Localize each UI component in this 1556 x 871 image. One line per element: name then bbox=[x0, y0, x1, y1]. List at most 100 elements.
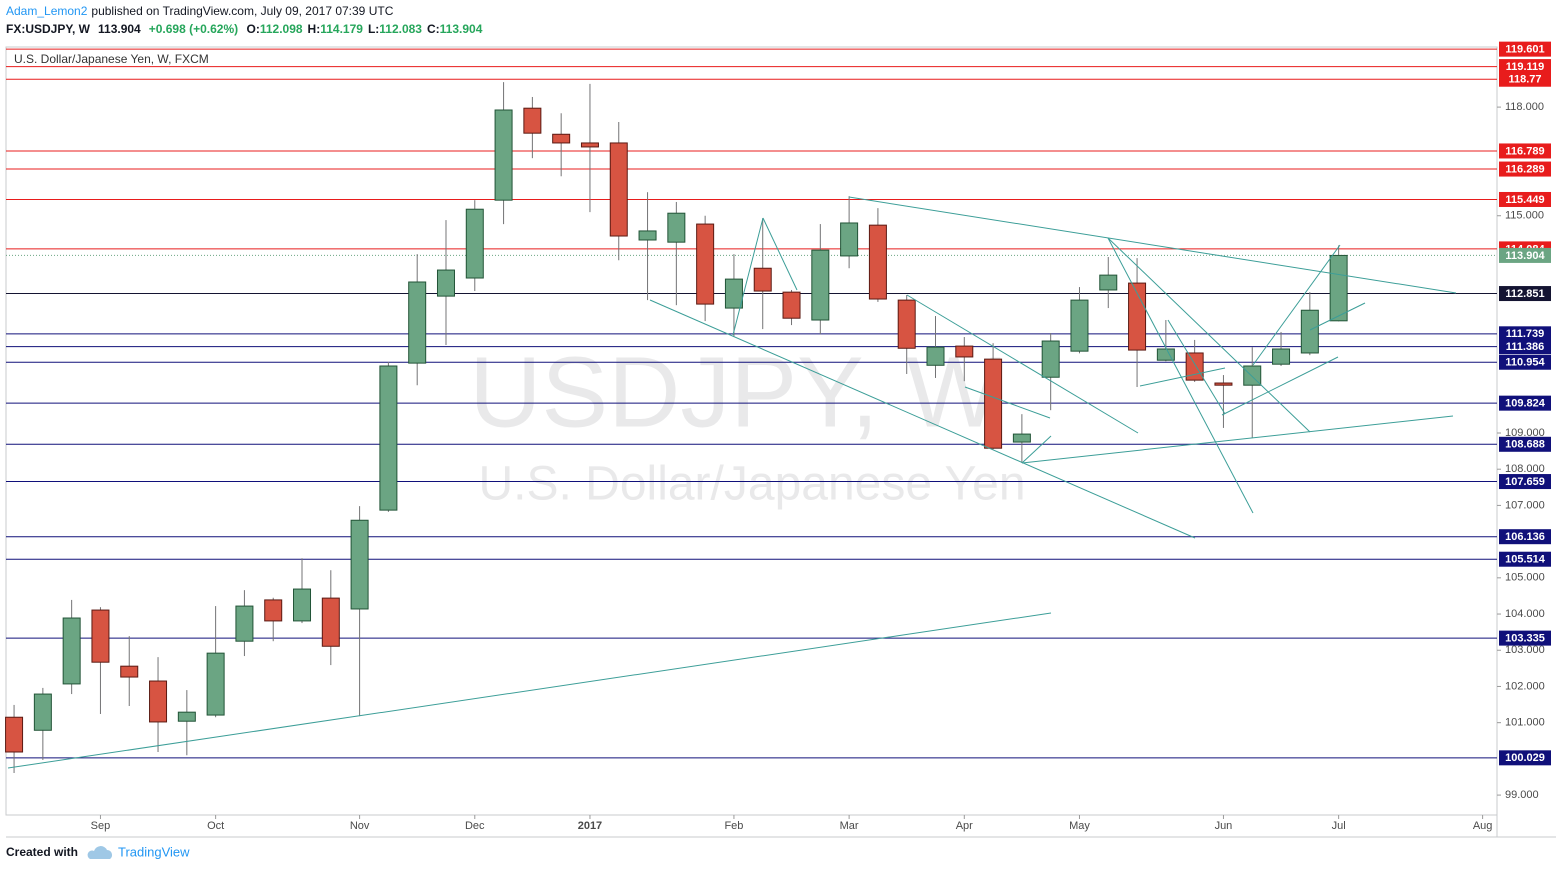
trend-line bbox=[1021, 415, 1454, 464]
ohlc-value: 112.098 bbox=[260, 22, 303, 36]
candle-body bbox=[149, 680, 168, 723]
price-label: 105.514 bbox=[1505, 554, 1546, 566]
price-label: 111.386 bbox=[1506, 341, 1545, 353]
x-tick-label: Oct bbox=[207, 820, 224, 832]
trend-line bbox=[732, 217, 764, 336]
price-label-box bbox=[1499, 286, 1551, 302]
change: +0.698 (+0.62%) bbox=[149, 22, 238, 36]
price-label-box bbox=[1499, 474, 1551, 490]
y-tick-label: 109.000 bbox=[1505, 427, 1545, 439]
candle-body bbox=[1128, 282, 1147, 351]
trend-line bbox=[1167, 319, 1226, 415]
candle-body bbox=[696, 223, 715, 305]
trend-line bbox=[1021, 435, 1052, 464]
price-label-box bbox=[1499, 326, 1551, 342]
candle-body bbox=[552, 133, 571, 144]
candle-body bbox=[177, 711, 196, 722]
candle-body bbox=[1272, 348, 1291, 365]
price-label-box bbox=[1499, 436, 1551, 452]
price-label: 113.904 bbox=[1505, 250, 1545, 262]
trend-line bbox=[1309, 302, 1366, 331]
price-label: 115.449 bbox=[1505, 194, 1544, 206]
candle-body bbox=[1214, 382, 1233, 386]
candle-body bbox=[379, 365, 398, 511]
x-tick-label: May bbox=[1069, 820, 1090, 832]
candle-body bbox=[1300, 309, 1319, 354]
price-label: 103.335 bbox=[1505, 633, 1545, 645]
trend-line bbox=[1139, 367, 1226, 387]
price-label: 108.688 bbox=[1505, 439, 1545, 451]
quote-line: FX:USDJPY, W 113.904 +0.698 (+0.62%) O:112… bbox=[6, 22, 483, 36]
candle-body bbox=[1156, 348, 1175, 361]
candle-body bbox=[1099, 274, 1118, 291]
author[interactable]: Adam_Lemon2 bbox=[6, 4, 88, 18]
x-tick-label: Jun bbox=[1215, 820, 1233, 832]
price-label-box bbox=[1499, 750, 1551, 766]
footer-brand[interactable]: TradingView bbox=[118, 844, 190, 859]
candle-body bbox=[1070, 299, 1089, 352]
candle-body bbox=[465, 208, 484, 279]
price-label: 106.136 bbox=[1505, 531, 1545, 543]
x-tick-label: Sep bbox=[91, 820, 111, 832]
candle-body bbox=[984, 358, 1003, 449]
candle-body bbox=[840, 222, 859, 257]
price-label-box bbox=[1499, 529, 1551, 545]
candle-body bbox=[91, 609, 110, 663]
candle-body bbox=[955, 345, 974, 358]
watermark: U.S. Dollar/Japanese Yen bbox=[478, 458, 1025, 511]
price-label-box bbox=[1499, 143, 1551, 159]
header-line: Adam_Lemon2 published on TradingView.com,… bbox=[6, 4, 394, 18]
watermark: USDJPY, W bbox=[469, 336, 1001, 448]
candle-body bbox=[523, 107, 542, 134]
candle-body bbox=[235, 605, 254, 642]
price-label-box bbox=[1499, 71, 1551, 87]
candle-body bbox=[868, 224, 887, 300]
trend-line bbox=[1221, 356, 1339, 416]
legend: U.S. Dollar/Japanese Yen, W, FXCM bbox=[14, 52, 209, 66]
candle-body bbox=[264, 599, 283, 622]
price-label: 116.289 bbox=[1505, 163, 1544, 175]
price-label: 107.659 bbox=[1505, 476, 1545, 488]
price-label: 110.954 bbox=[1505, 357, 1545, 369]
y-tick-label: 105.000 bbox=[1505, 572, 1545, 584]
price-label: 118.77 bbox=[1508, 74, 1541, 86]
y-tick-label: 103.000 bbox=[1505, 644, 1545, 656]
x-tick-label: Aug bbox=[1473, 820, 1493, 832]
candle-body bbox=[926, 346, 945, 366]
x-tick-label: 2017 bbox=[578, 820, 602, 832]
y-tick-label: 99.000 bbox=[1505, 789, 1539, 801]
ohlc-label: L: bbox=[368, 22, 379, 36]
trend-lines bbox=[7, 196, 1457, 769]
x-tick-label: Nov bbox=[350, 820, 370, 832]
price-label: 119.119 bbox=[1506, 61, 1545, 73]
candle-body bbox=[667, 212, 686, 243]
footer-text: Created with bbox=[6, 845, 78, 859]
trend-line bbox=[1107, 237, 1311, 433]
candle-body bbox=[350, 519, 369, 610]
x-tick-label: Feb bbox=[724, 820, 743, 832]
candle-body bbox=[1012, 433, 1031, 443]
candle-body bbox=[1041, 340, 1060, 378]
price-label-box bbox=[1499, 395, 1551, 411]
y-tick-label: 102.000 bbox=[1505, 680, 1545, 692]
y-tick-label: 108.000 bbox=[1505, 463, 1545, 475]
candle-body bbox=[436, 269, 455, 297]
trend-line bbox=[649, 299, 1196, 539]
ohlc-label: C: bbox=[427, 22, 440, 36]
candle-body bbox=[494, 109, 513, 201]
price-label: 116.789 bbox=[1505, 145, 1544, 157]
price-label: 119.601 bbox=[1505, 44, 1544, 56]
published: published on TradingView.com, July 09, 2… bbox=[91, 4, 393, 18]
y-tick-label: 101.000 bbox=[1505, 717, 1545, 729]
y-tick-label: 118.000 bbox=[1505, 101, 1544, 113]
price-label-box bbox=[1499, 191, 1551, 207]
x-tick-label: Mar bbox=[840, 820, 859, 832]
candle-body bbox=[206, 652, 225, 716]
candle-body bbox=[33, 693, 52, 731]
candle-body bbox=[62, 617, 81, 685]
candle-body bbox=[724, 278, 743, 309]
y-tick-label: 104.000 bbox=[1505, 608, 1545, 620]
